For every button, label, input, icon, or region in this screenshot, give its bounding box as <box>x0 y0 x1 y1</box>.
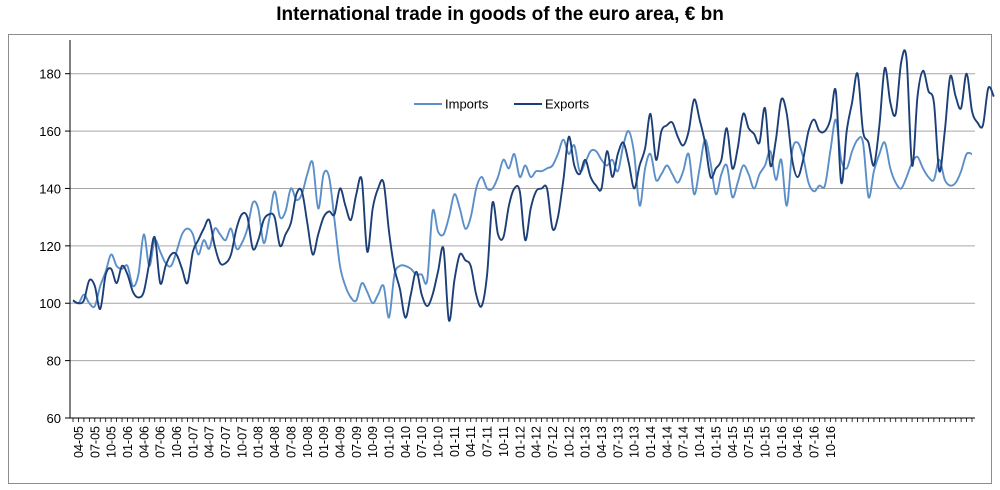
x-tick-label: 07-13 <box>611 426 625 458</box>
x-tick-label: 07-08 <box>284 426 298 458</box>
gridlines <box>70 73 975 362</box>
x-tick-label: 04-05 <box>72 426 86 458</box>
y-tick-label: 160 <box>39 124 61 139</box>
x-tick-label: 04-12 <box>530 426 544 458</box>
x-tick-label: 07-10 <box>415 426 429 458</box>
x-tick-label: 07-14 <box>677 426 691 458</box>
chart-title: International trade in goods of the euro… <box>276 4 724 25</box>
x-tick-label: 04-15 <box>726 426 740 458</box>
x-tick-label: 01-16 <box>775 426 789 458</box>
x-tick-label: 10-08 <box>301 426 315 458</box>
x-tick-label: 04-08 <box>268 426 282 458</box>
x-tick-label: 01-13 <box>579 426 593 458</box>
y-tick-label: 100 <box>39 296 61 311</box>
legend: Imports Exports <box>414 97 590 112</box>
x-tick-label: 01-07 <box>186 426 200 458</box>
y-axis: 60 80 100 120 140 160 180 <box>39 40 71 426</box>
legend-label-exports: Exports <box>545 97 590 112</box>
x-tick-label: 01-11 <box>448 426 462 457</box>
x-tick-label: 04-11 <box>464 426 478 457</box>
x-tick-label: 07-09 <box>350 426 364 458</box>
x-tick-label: 04-06 <box>137 426 151 458</box>
y-tick-label: 120 <box>39 239 61 254</box>
x-tick-label: 01-08 <box>252 426 266 458</box>
x-tick-label: 07-11 <box>481 426 495 457</box>
y-tick-label: 140 <box>39 181 61 196</box>
y-tick-label: 80 <box>47 354 61 369</box>
x-tick-label: 07-06 <box>154 426 168 458</box>
x-axis: 04-05 07-05 10-05 01-06 04-06 07-06 10-06 01-07… <box>70 417 975 458</box>
x-tick-label: 01-09 <box>317 426 331 458</box>
x-tick-label: 10-12 <box>562 426 576 458</box>
x-tick-label: 04-07 <box>203 426 217 458</box>
series-line-exports <box>72 49 995 322</box>
x-tick-label: 07-12 <box>546 426 560 458</box>
x-tick-label: 07-05 <box>88 426 102 458</box>
x-tick-label: 10-05 <box>105 426 119 458</box>
x-tick-label: 10-09 <box>366 426 380 458</box>
x-tick-label: 10-06 <box>170 426 184 458</box>
x-tick-label: 04-10 <box>399 426 413 458</box>
x-tick-label: 07-15 <box>742 426 756 458</box>
x-tick-label: 01-12 <box>513 426 527 458</box>
x-tick-label: 04-16 <box>791 426 805 458</box>
legend-label-imports: Imports <box>445 97 489 112</box>
series-lines <box>72 49 995 322</box>
x-tick-label: 04-14 <box>660 426 674 458</box>
series-line-imports <box>72 118 973 319</box>
x-tick-label: 10-14 <box>693 426 707 458</box>
x-tick-label: 10-13 <box>628 426 642 458</box>
x-tick-label: 04-09 <box>333 426 347 458</box>
x-tick-label: 10-10 <box>432 426 446 458</box>
x-tick-label: 01-14 <box>644 426 658 458</box>
x-tick-label: 01-15 <box>709 426 723 458</box>
x-tick-label: 01-06 <box>121 426 135 458</box>
chart-frame <box>8 34 992 484</box>
x-tick-label: 07-07 <box>219 426 233 458</box>
x-tick-label: 10-07 <box>235 426 249 458</box>
y-tick-label: 60 <box>47 411 61 426</box>
x-tick-label: 10-16 <box>824 426 838 458</box>
y-tick-label: 180 <box>39 67 61 82</box>
x-tick-label: 01-10 <box>383 426 397 458</box>
x-tick-label: 10-11 <box>497 426 511 457</box>
x-tick-label: 07-16 <box>807 426 821 458</box>
x-tick-label: 10-15 <box>758 426 772 458</box>
x-tick-label: 04-13 <box>595 426 609 458</box>
